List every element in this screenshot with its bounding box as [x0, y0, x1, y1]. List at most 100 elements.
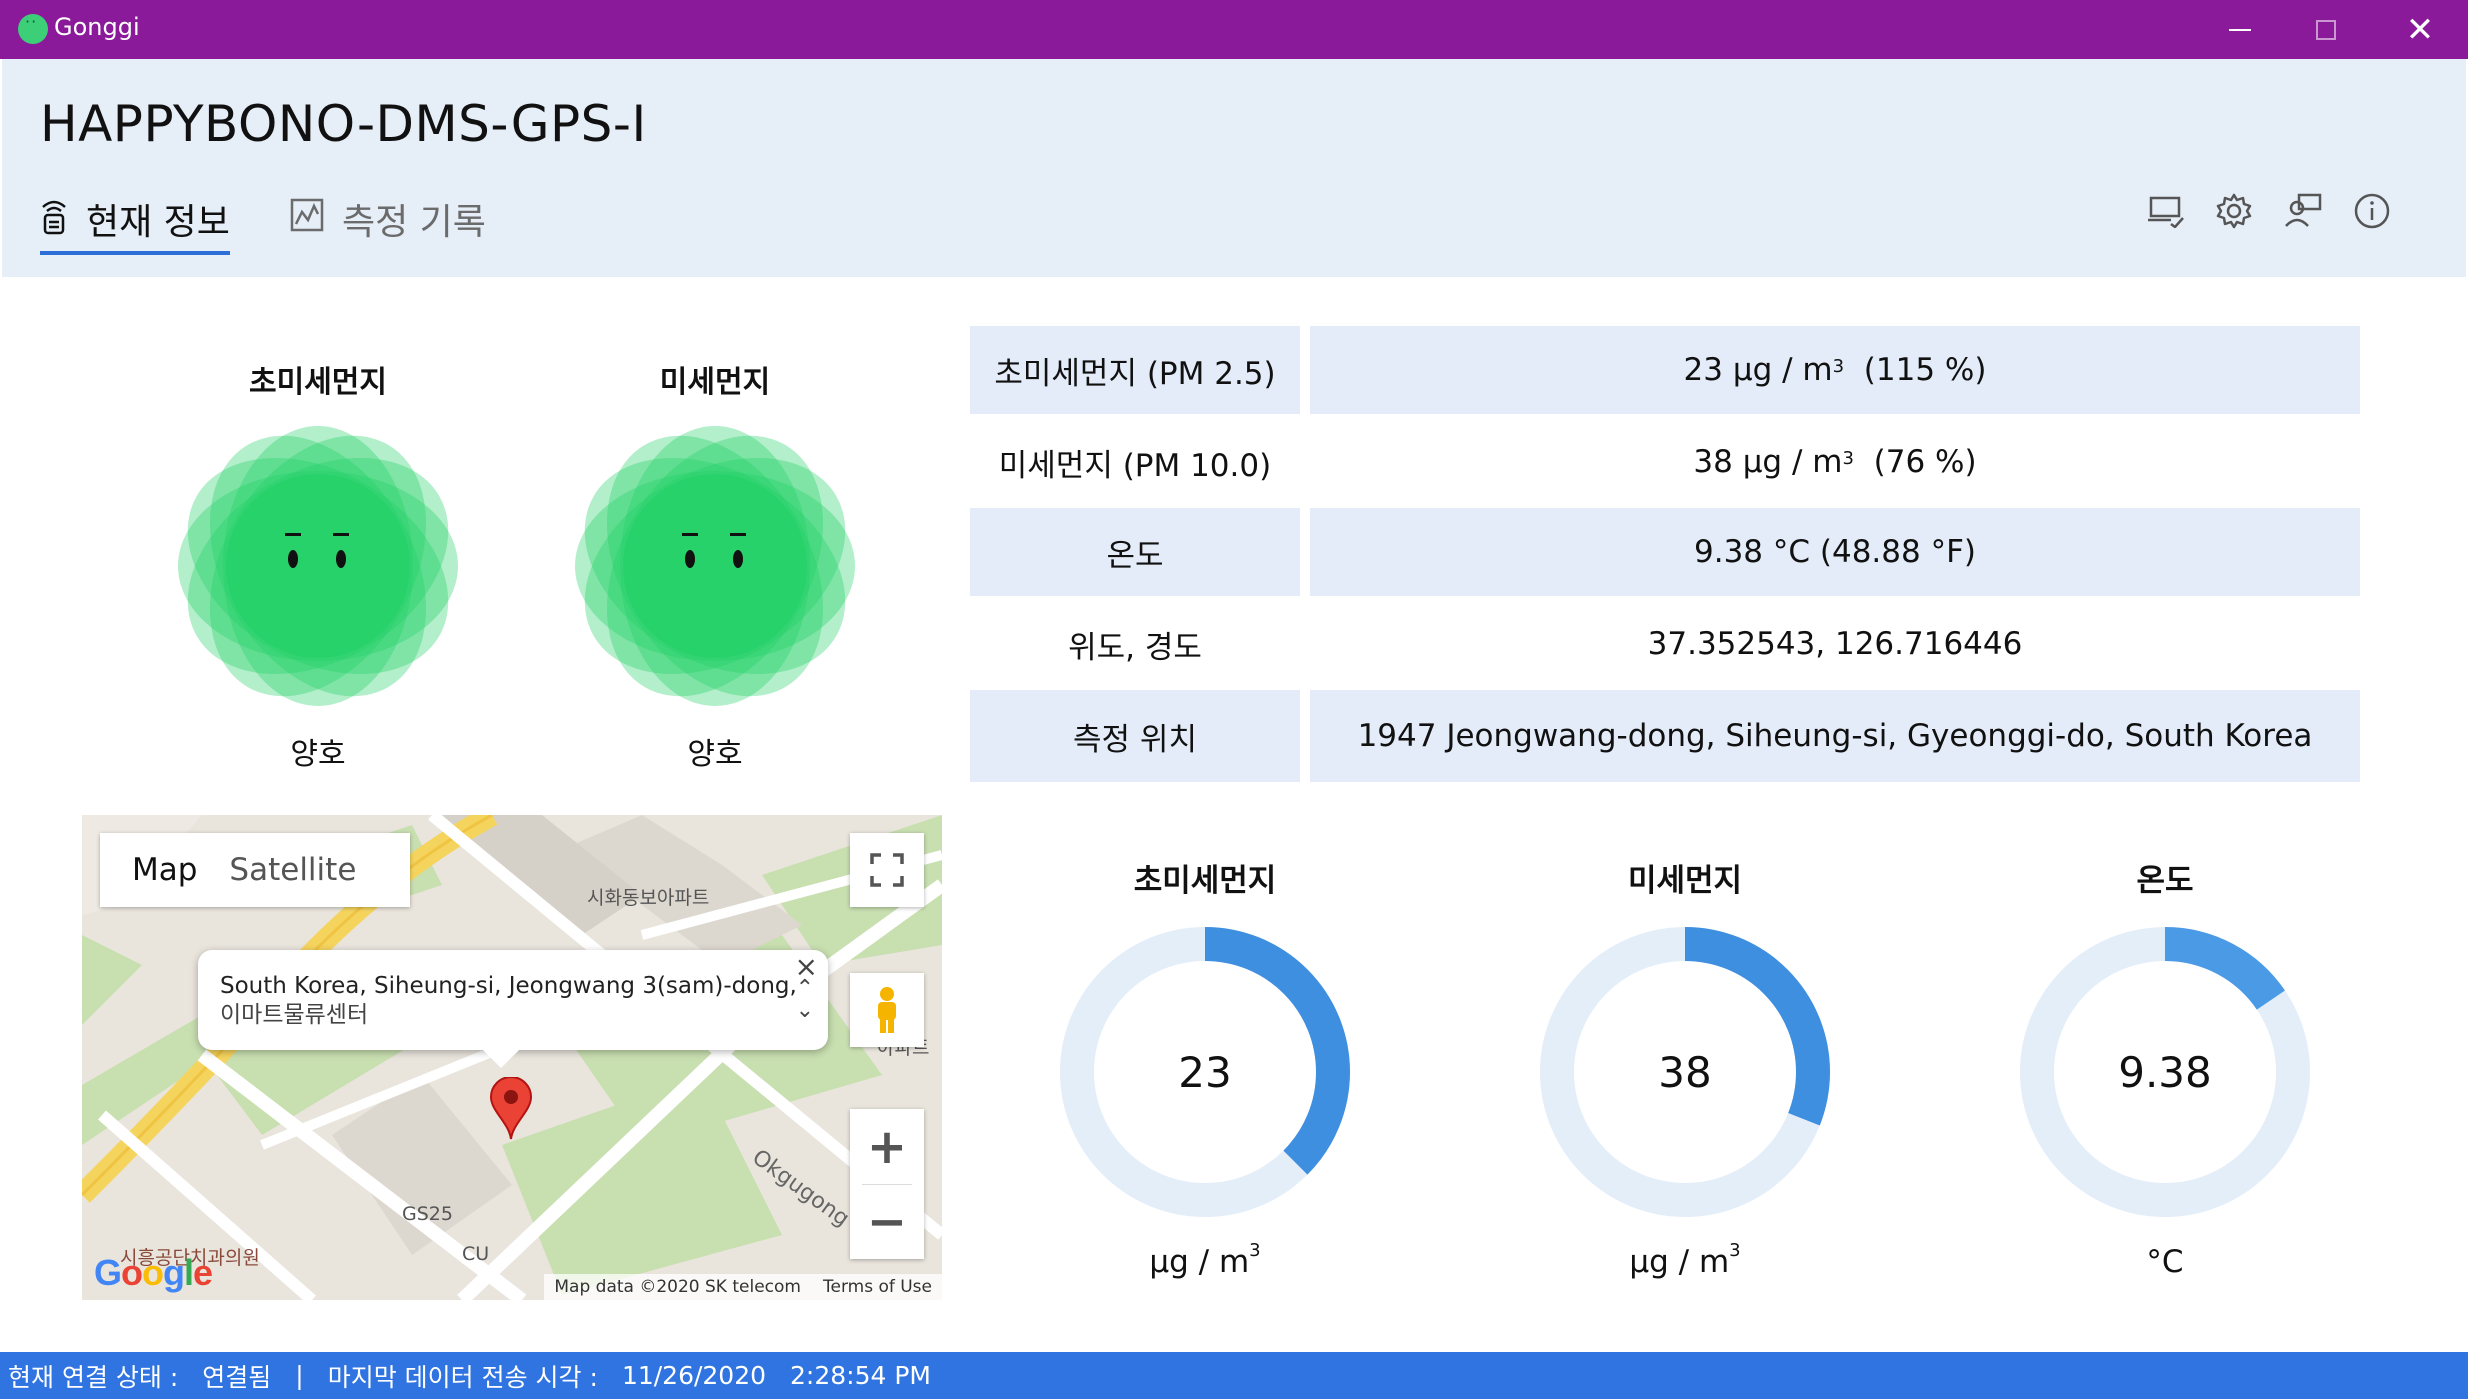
gauge-ring-svg — [1060, 927, 1350, 1217]
map-info-window: South Korea, Siheung-si, Jeongwang 3(sam… — [198, 950, 828, 1068]
map-zoom-control: + − — [850, 1109, 924, 1259]
user-feedback-icon[interactable] — [2281, 189, 2325, 233]
tab-selected-indicator — [40, 251, 230, 255]
map-type-map-button[interactable]: Map — [132, 852, 198, 888]
gauge-unit: μg / m3 — [1045, 1240, 1365, 1280]
face-pm25-label: 초미세먼지 — [249, 365, 387, 400]
gauge-temperature: 온도 9.38 °C — [2005, 855, 2325, 1280]
info-value: 37.352543, 126.716446 — [1647, 626, 2023, 662]
map-fullscreen-button[interactable] — [850, 833, 924, 907]
gauge-value: 38 — [1658, 1047, 1712, 1097]
gauge-ring: 9.38 — [2015, 922, 2315, 1222]
tab-history-label: 측정 기록 — [342, 202, 486, 243]
gauge-title: 온도 — [2136, 863, 2194, 899]
status-bar: 현재 연결 상태 : 연결됨 | 마지막 데이터 전송 시각 : 11/26/2… — [0, 1352, 2468, 1399]
face-pm25-status: 양호 — [290, 737, 346, 772]
tab-current-info-label: 현재 정보 — [86, 202, 230, 243]
face-pm10: 미세먼지 양호 — [565, 357, 865, 773]
device-icon[interactable] — [2144, 189, 2188, 233]
gauge-unit-text: μg / m — [1149, 1244, 1250, 1280]
device-name: HAPPYBONO-DMS-GPS-I — [40, 95, 647, 153]
gauge-arc — [1540, 927, 1830, 1217]
face-pm25: 초미세먼지 양호 — [168, 357, 468, 773]
maximize-button[interactable] — [2280, 0, 2372, 59]
gauge-pm25: 초미세먼지 23 μg / m3 — [1045, 855, 1365, 1280]
zoom-divider — [862, 1183, 912, 1185]
info-row-location: 측정 위치 1947 Jeongwang-dong, Siheung-si, G… — [970, 690, 2360, 782]
zoom-out-button[interactable]: − — [866, 1193, 908, 1250]
last-transmission-date: 11/26/2020 — [621, 1361, 767, 1390]
map-label-apt: 시화동보아파트 — [587, 887, 710, 909]
info-window-scroll-icon[interactable]: ⌃ ⌄ — [795, 976, 814, 1023]
info-window-close-icon[interactable]: × — [794, 950, 818, 983]
gauge-ring-svg — [2020, 927, 2310, 1217]
gauge-ring: 23 — [1055, 922, 1355, 1222]
gauge-pm10: 미세먼지 38 μg / m3 — [1525, 855, 1845, 1280]
map-terms-link[interactable]: Terms of Use — [822, 1277, 932, 1297]
fullscreen-icon — [870, 853, 904, 887]
info-label: 온도 — [970, 508, 1300, 596]
info-row-temperature: 온도 9.38 °C (48.88 °F) — [970, 508, 2360, 596]
map[interactable]: 시화동보아파트 아파트 GS25 CU 시흥공단치과의원 Okgugong Ma… — [82, 815, 942, 1300]
info-value-unit-exponent: 3 — [1832, 355, 1845, 377]
tab-history[interactable]: 측정 기록 — [290, 191, 486, 247]
connection-label: 현재 연결 상태 : — [8, 1362, 179, 1392]
info-label: 위도, 경도 — [1068, 629, 1202, 666]
minimize-button[interactable] — [2194, 0, 2286, 59]
info-label: 측정 위치 — [970, 690, 1300, 782]
gauge-value: 23 — [1178, 1047, 1232, 1097]
gauge-title: 미세먼지 — [1627, 863, 1743, 899]
gauge-ring: 38 — [1535, 922, 1835, 1222]
tab-current-info[interactable]: 현재 정보 — [40, 191, 230, 255]
info-value: 1947 Jeongwang-dong, Siheung-si, Gyeongg… — [1310, 690, 2360, 782]
window-title: Gonggi — [54, 13, 140, 41]
header: HAPPYBONO-DMS-GPS-I 현재 정보 측정 기록 — [2, 59, 2466, 277]
gear-icon[interactable] — [2212, 189, 2256, 233]
face-pm25-blob — [173, 421, 463, 711]
gauge-unit-exponent: 3 — [1729, 1240, 1741, 1261]
gauge-unit-text: °C — [2146, 1244, 2184, 1280]
map-street-view-button[interactable] — [850, 973, 924, 1047]
title-bar: Gonggi ✕ — [0, 0, 2468, 59]
info-value-number: 23 — [1683, 352, 1723, 388]
info-icon[interactable] — [2350, 189, 2394, 233]
chart-icon — [290, 198, 324, 241]
gauge-unit-exponent: 3 — [1249, 1240, 1261, 1261]
info-label: 미세먼지 (PM 10.0) — [998, 447, 1272, 484]
zoom-in-button[interactable]: + — [866, 1118, 908, 1175]
gauge-unit: °C — [2005, 1244, 2325, 1280]
info-value-number: 38 — [1693, 444, 1733, 480]
info-value-unit: μg / m — [1732, 352, 1833, 388]
map-type-satellite-button[interactable]: Satellite — [229, 852, 357, 888]
info-value-unit-exponent: 3 — [1842, 447, 1854, 469]
info-value-percent: (115 %) — [1863, 352, 1987, 388]
google-logo: Google — [94, 1252, 213, 1293]
info-value-unit: μg / m — [1742, 444, 1843, 480]
map-attribution: Map data ©2020 SK telecom Terms of Use — [544, 1274, 942, 1300]
gauge-title: 초미세먼지 — [1133, 863, 1277, 899]
info-window-address: South Korea, Siheung-si, Jeongwang 3(sam… — [220, 973, 797, 999]
pegman-icon — [878, 987, 896, 1033]
close-button[interactable]: ✕ — [2374, 0, 2466, 59]
app-logo-icon — [18, 12, 48, 44]
last-transmission-time: 2:28:54 PM — [790, 1361, 931, 1390]
map-type-control: Map Satellite — [100, 833, 410, 907]
map-marker-icon[interactable] — [489, 1077, 533, 1141]
maximize-icon — [2316, 19, 2336, 40]
map-data-credit: Map data ©2020 SK telecom — [554, 1277, 801, 1297]
face-pm10-label: 미세먼지 — [659, 365, 771, 400]
gauge-arc — [1060, 927, 1350, 1217]
info-value-percent: (76 %) — [1873, 444, 1977, 480]
info-window-place: 이마트물류센터 — [220, 1002, 369, 1028]
signal-icon — [40, 195, 68, 244]
status-separator: | — [295, 1361, 304, 1390]
face-pm10-status: 양호 — [687, 737, 743, 772]
last-transmission-label: 마지막 데이터 전송 시각 : — [327, 1362, 598, 1392]
face-pm10-blob — [570, 421, 860, 711]
gauge-arc — [2020, 927, 2310, 1217]
close-icon: ✕ — [2405, 9, 2435, 50]
gauge-unit-text: μg / m — [1629, 1244, 1730, 1280]
